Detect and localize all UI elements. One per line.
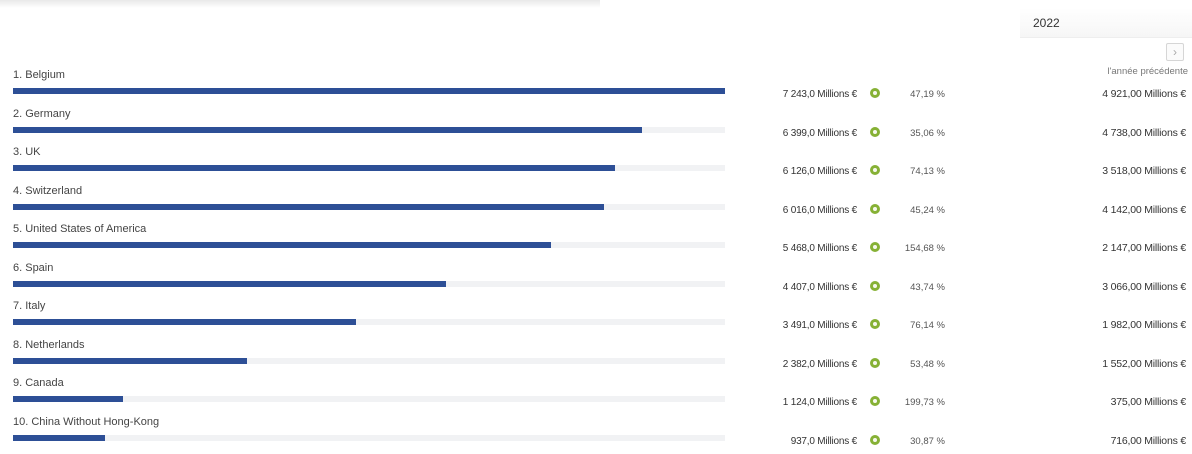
chart-row: 8. Netherlands 2 382,0 Millions € 53,48 % 1… xyxy=(0,339,1192,377)
category-label: 7. Italy xyxy=(13,300,46,312)
chart-row: 5. United States of America 5 468,0 Milli… xyxy=(0,223,1192,261)
previous-year-value: 4 142,00 Millions € xyxy=(1102,203,1186,216)
growth-indicator-icon xyxy=(870,434,880,445)
value-label: 5 468,0 Millions € xyxy=(782,243,857,254)
bar-track xyxy=(13,319,725,325)
bar xyxy=(13,434,106,441)
growth-indicator-icon xyxy=(870,319,880,329)
previous-year-value: 1 982,00 Millions € xyxy=(1102,319,1186,331)
category-label: 9. Canada xyxy=(13,377,64,389)
growth-indicator-icon xyxy=(870,165,880,175)
growth-label: 35,06 % xyxy=(910,127,945,139)
previous-year-value: 3 518,00 Millions € xyxy=(1102,165,1186,177)
growth-indicator-icon xyxy=(870,242,880,252)
previous-year-value: 4 738,00 Millions € xyxy=(1102,126,1186,139)
chart-row: 4. Switzerland 6 016,0 Millions € 45,24 % 4… xyxy=(0,185,1192,223)
growth-label: 30,87 % xyxy=(910,435,945,447)
growth-label: 154,68 % xyxy=(904,243,945,254)
chart-row: 2. Germany 6 399,0 Millions € 35,06 % 4 738… xyxy=(0,108,1192,146)
category-label: 10. China Without Hong-Kong xyxy=(13,415,160,428)
bar-track xyxy=(13,357,725,364)
category-label: 3. UK xyxy=(13,146,41,158)
header-fade xyxy=(0,0,600,8)
chart-row: 6. Spain 4 407,0 Millions € 43,74 % 3 066,0… xyxy=(0,262,1192,300)
previous-year-header: l'année précédente xyxy=(1107,66,1188,77)
category-label: 4. Switzerland xyxy=(13,184,83,197)
value-label: 937,0 Millions € xyxy=(790,435,857,447)
growth-label: 53,48 % xyxy=(910,358,945,370)
bar-track xyxy=(13,126,725,133)
previous-year-value: 4 921,00 Millions € xyxy=(1102,88,1186,100)
bar-track xyxy=(13,280,725,287)
growth-label: 45,24 % xyxy=(910,204,945,216)
chart-row: 9. Canada 1 124,0 Millions € 199,73 % 375,0… xyxy=(0,377,1192,415)
bar-track xyxy=(13,165,725,171)
growth-label: 199,73 % xyxy=(904,397,945,408)
value-label: 1 124,0 Millions € xyxy=(782,397,857,408)
bar xyxy=(13,357,248,364)
category-label: 6. Spain xyxy=(13,261,54,274)
growth-indicator-icon xyxy=(870,203,880,214)
bar-track xyxy=(13,242,725,248)
growth-indicator-icon xyxy=(870,88,880,98)
bar xyxy=(13,126,643,133)
bar xyxy=(13,242,551,248)
chevron-right-icon: › xyxy=(1173,45,1177,59)
bar xyxy=(13,280,447,287)
value-label: 4 407,0 Millions € xyxy=(782,281,857,293)
growth-indicator-icon xyxy=(870,280,880,291)
value-label: 7 243,0 Millions € xyxy=(782,89,857,100)
previous-year-value: 375,00 Millions € xyxy=(1110,396,1187,408)
growth-label: 76,14 % xyxy=(910,320,945,331)
value-label: 6 016,0 Millions € xyxy=(782,204,857,216)
growth-label: 43,74 % xyxy=(910,281,945,293)
growth-label: 47,19 % xyxy=(910,89,945,100)
bar xyxy=(13,396,124,402)
value-label: 2 382,0 Millions € xyxy=(782,358,857,370)
year-select-value: 2022 xyxy=(1033,16,1060,30)
growth-indicator-icon xyxy=(870,396,880,406)
growth-label: 74,13 % xyxy=(910,166,945,177)
next-period-button[interactable]: › xyxy=(1166,43,1184,61)
bar-track xyxy=(13,88,725,94)
chart-row: 10. China Without Hong-Kong 937,0 Million… xyxy=(0,416,1192,454)
previous-year-value: 1 552,00 Millions € xyxy=(1102,357,1186,370)
category-label: 5. United States of America xyxy=(13,223,147,235)
category-label: 1. Belgium xyxy=(13,69,65,81)
bar xyxy=(13,165,616,171)
bar-track xyxy=(13,434,725,441)
value-label: 6 399,0 Millions € xyxy=(782,127,857,139)
bar xyxy=(13,203,605,210)
year-select[interactable]: 2022 xyxy=(1020,8,1192,38)
bar-track xyxy=(13,396,725,402)
category-label: 8. Netherlands xyxy=(13,338,85,351)
chart-row: 1. Belgium 7 243,0 Millions € 47,19 % 4 921… xyxy=(0,69,1192,107)
chart-row: 3. UK 6 126,0 Millions € 74,13 % 3 518,00 M… xyxy=(0,146,1192,184)
bar xyxy=(13,88,725,94)
bar-track xyxy=(13,203,725,210)
growth-indicator-icon xyxy=(870,357,880,368)
previous-year-value: 3 066,00 Millions € xyxy=(1102,280,1186,293)
value-label: 6 126,0 Millions € xyxy=(782,166,857,177)
bar xyxy=(13,319,357,325)
previous-year-value: 716,00 Millions € xyxy=(1110,434,1187,447)
previous-year-value: 2 147,00 Millions € xyxy=(1102,242,1186,254)
chart-row: 7. Italy 3 491,0 Millions € 76,14 % 1 982,0… xyxy=(0,300,1192,338)
value-label: 3 491,0 Millions € xyxy=(782,320,857,331)
category-label: 2. Germany xyxy=(13,107,71,120)
growth-indicator-icon xyxy=(870,126,880,137)
